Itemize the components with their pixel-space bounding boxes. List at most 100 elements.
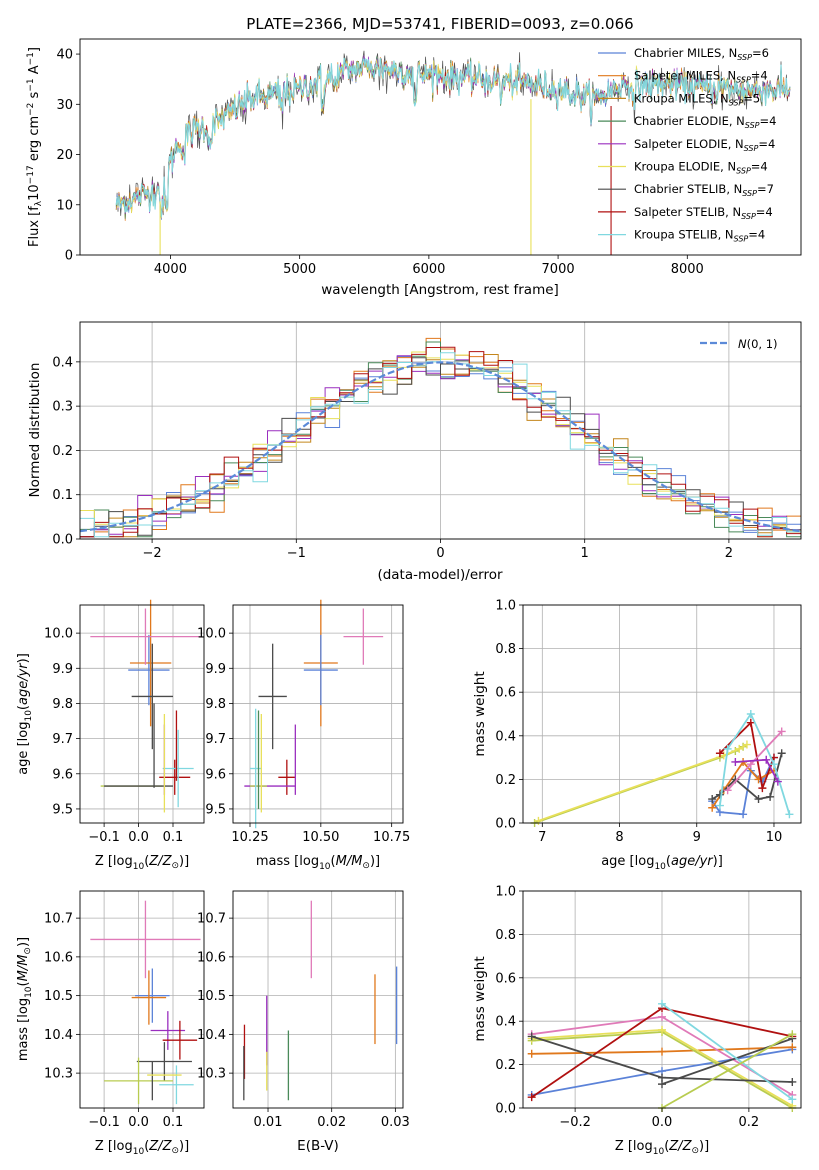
y-tick-label: 10.5 bbox=[44, 989, 73, 1004]
weight-marker bbox=[708, 795, 717, 804]
age_vs_mass-data bbox=[244, 599, 384, 829]
y-tick-label: 10.0 bbox=[197, 627, 226, 642]
weight-marker bbox=[527, 1032, 536, 1041]
weight-marker bbox=[527, 1093, 536, 1102]
error-bar-point bbox=[90, 900, 201, 979]
weight-marker bbox=[762, 755, 771, 764]
weights_vs_age-data bbox=[530, 710, 794, 827]
residuals-xlabel: (data-model)/error bbox=[377, 567, 503, 583]
weight-line bbox=[538, 743, 748, 822]
x-tick-label: −0.2 bbox=[559, 1115, 591, 1130]
y-tick-label: 10.4 bbox=[197, 1028, 226, 1043]
age_vs_Z-ticks: −0.1 0.0 0.1 9.5 9.6 9.7 9.8 9.9 10.0 bbox=[44, 627, 183, 845]
x-tick-label: 10.50 bbox=[302, 830, 339, 845]
y-tick-label: 10.5 bbox=[197, 989, 226, 1004]
mass_vs_ebv-ticks: 0.01 0.02 0.03 10.3 10.4 10.5 10.6 10.7 bbox=[197, 912, 410, 1130]
weight-marker bbox=[534, 816, 543, 825]
weight-marker bbox=[658, 1047, 666, 1056]
x-tick-label: −1 bbox=[287, 546, 306, 561]
x-tick-label: −2 bbox=[143, 546, 162, 561]
weight-marker bbox=[788, 1077, 797, 1086]
y-tick-label: 9.7 bbox=[205, 732, 226, 747]
mass_vs_ebv-frame bbox=[232, 890, 404, 1109]
x-tick-label: −0.1 bbox=[88, 830, 120, 845]
spectrum-title: PLATE=2366, MJD=53741, FIBERID=0093, z=0… bbox=[246, 15, 633, 33]
weight-series bbox=[527, 1032, 797, 1086]
y-tick-label: 0.2 bbox=[52, 444, 73, 459]
mass_vs_Z-grid bbox=[80, 891, 204, 1108]
x-tick-label: 8 bbox=[615, 830, 623, 845]
weight-marker bbox=[658, 1080, 666, 1089]
x-tick-label: 6000 bbox=[412, 262, 445, 277]
y-tick-label: 1.0 bbox=[495, 885, 516, 900]
x-tick-label: 2 bbox=[725, 546, 733, 561]
spectrum-data bbox=[115, 50, 791, 255]
y-tick-label: 10.0 bbox=[44, 627, 73, 642]
y-tick-label: 9.7 bbox=[52, 732, 73, 747]
y-tick-label: 9.6 bbox=[205, 767, 226, 782]
weight-series bbox=[731, 755, 782, 786]
y-tick-label: 20 bbox=[56, 148, 73, 163]
weight-marker bbox=[777, 749, 786, 758]
y-tick-label: 10 bbox=[56, 198, 73, 213]
weights-vs-z-ylabel: mass weight bbox=[472, 956, 488, 1041]
mass-vs-z-xlabel: Z [log10(Z/Z⊙)] bbox=[95, 1139, 189, 1157]
y-tick-label: 10.7 bbox=[44, 912, 73, 927]
y-tick-label: 10.4 bbox=[44, 1028, 73, 1043]
legend-entry: Kroupa ELODIE, NSSP=4 bbox=[634, 160, 768, 176]
spectrum-xlabel: wavelength [Angstrom, rest frame] bbox=[321, 282, 559, 298]
weights_vs_Z-ticks: −0.2 0.0 0.2 0.0 0.2 0.4 0.6 0.8 1.0 bbox=[495, 885, 759, 1131]
weights-vs-age-ylabel: mass weight bbox=[472, 671, 488, 756]
gaussian-reference-curve bbox=[79, 361, 802, 533]
y-tick-label: 9.5 bbox=[205, 802, 226, 817]
legend-entry: Salpeter STELIB, NSSP=4 bbox=[634, 205, 773, 221]
residuals-ylabel: Normed distribution bbox=[27, 363, 43, 498]
x-tick-label: 0.1 bbox=[163, 1115, 184, 1130]
weight-marker bbox=[777, 727, 786, 736]
weight-marker bbox=[723, 786, 732, 795]
mass_vs_Z-frame bbox=[79, 890, 205, 1109]
weight-series bbox=[715, 710, 794, 819]
y-tick-label: 0.6 bbox=[495, 686, 516, 701]
legend-entry: Chabrier STELIB, NSSP=7 bbox=[634, 182, 774, 198]
mass_vs_Z-data bbox=[90, 900, 201, 1105]
spectrum-panel: 4000 5000 6000 7000 8000 0 10 20 30 40 Chabrier MI… bbox=[26, 38, 802, 277]
legend-entry: Salpeter MILES, NSSP=4 bbox=[634, 69, 768, 85]
error-bar-point bbox=[250, 708, 262, 829]
y-tick-label: 10.3 bbox=[44, 1067, 73, 1082]
weight-marker bbox=[527, 1049, 536, 1058]
error-bar-point bbox=[258, 643, 287, 750]
error-bar-point bbox=[162, 1020, 198, 1060]
weight-marker bbox=[788, 1095, 797, 1104]
x-tick-label: 7 bbox=[538, 830, 546, 845]
spectrum-series-line bbox=[115, 57, 791, 218]
spectrum-ylabel: Flux [fλ10−17 erg cm−2 s−1 A−1] bbox=[26, 47, 44, 247]
weight-line bbox=[661, 1003, 793, 1101]
weights_vs_Z-frame bbox=[522, 890, 802, 1109]
x-tick-label: 0.02 bbox=[317, 1115, 346, 1130]
y-tick-label: 0.0 bbox=[495, 1102, 516, 1117]
weight-marker bbox=[715, 749, 724, 758]
spectrum-ticks: 4000 5000 6000 7000 8000 0 10 20 30 40 bbox=[56, 48, 703, 277]
error-bar-point bbox=[131, 970, 167, 1025]
weight-marker bbox=[658, 1012, 666, 1021]
residuals-ticks: −2 −1 0 1 2 0.0 0.1 0.2 0.3 0.4 bbox=[52, 355, 733, 561]
error-bar-point bbox=[104, 1057, 173, 1105]
weight-line bbox=[661, 1033, 793, 1109]
age-vs-z-panel: −0.1 0.0 0.1 9.5 9.6 9.7 9.8 9.9 10.0 Z [log10(Z/… bbox=[16, 599, 205, 872]
weight-marker bbox=[658, 999, 666, 1008]
weight-marker bbox=[758, 784, 767, 793]
weight-marker bbox=[754, 795, 763, 804]
weights-vs-z-xlabel: Z [log10(Z/Z⊙)] bbox=[615, 1139, 709, 1157]
legend-entry: Salpeter ELODIE, NSSP=4 bbox=[634, 137, 775, 153]
mass_vs_Z-ticks: −0.1 0.0 0.1 10.3 10.4 10.5 10.6 10.7 bbox=[44, 912, 183, 1130]
age_vs_mass-frame bbox=[232, 604, 404, 824]
spectrum-legend: Chabrier MILES, NSSP=6 Salpeter MILES, NS… bbox=[598, 46, 776, 244]
legend-entry: Chabrier MILES, NSSP=6 bbox=[634, 46, 769, 62]
y-tick-label: 0.2 bbox=[495, 1058, 516, 1073]
error-bar-point bbox=[162, 729, 194, 808]
weight-marker bbox=[773, 777, 782, 786]
y-tick-label: 0.8 bbox=[495, 642, 516, 657]
y-tick-label: 0.4 bbox=[52, 355, 73, 370]
x-tick-label: 10.25 bbox=[231, 830, 268, 845]
